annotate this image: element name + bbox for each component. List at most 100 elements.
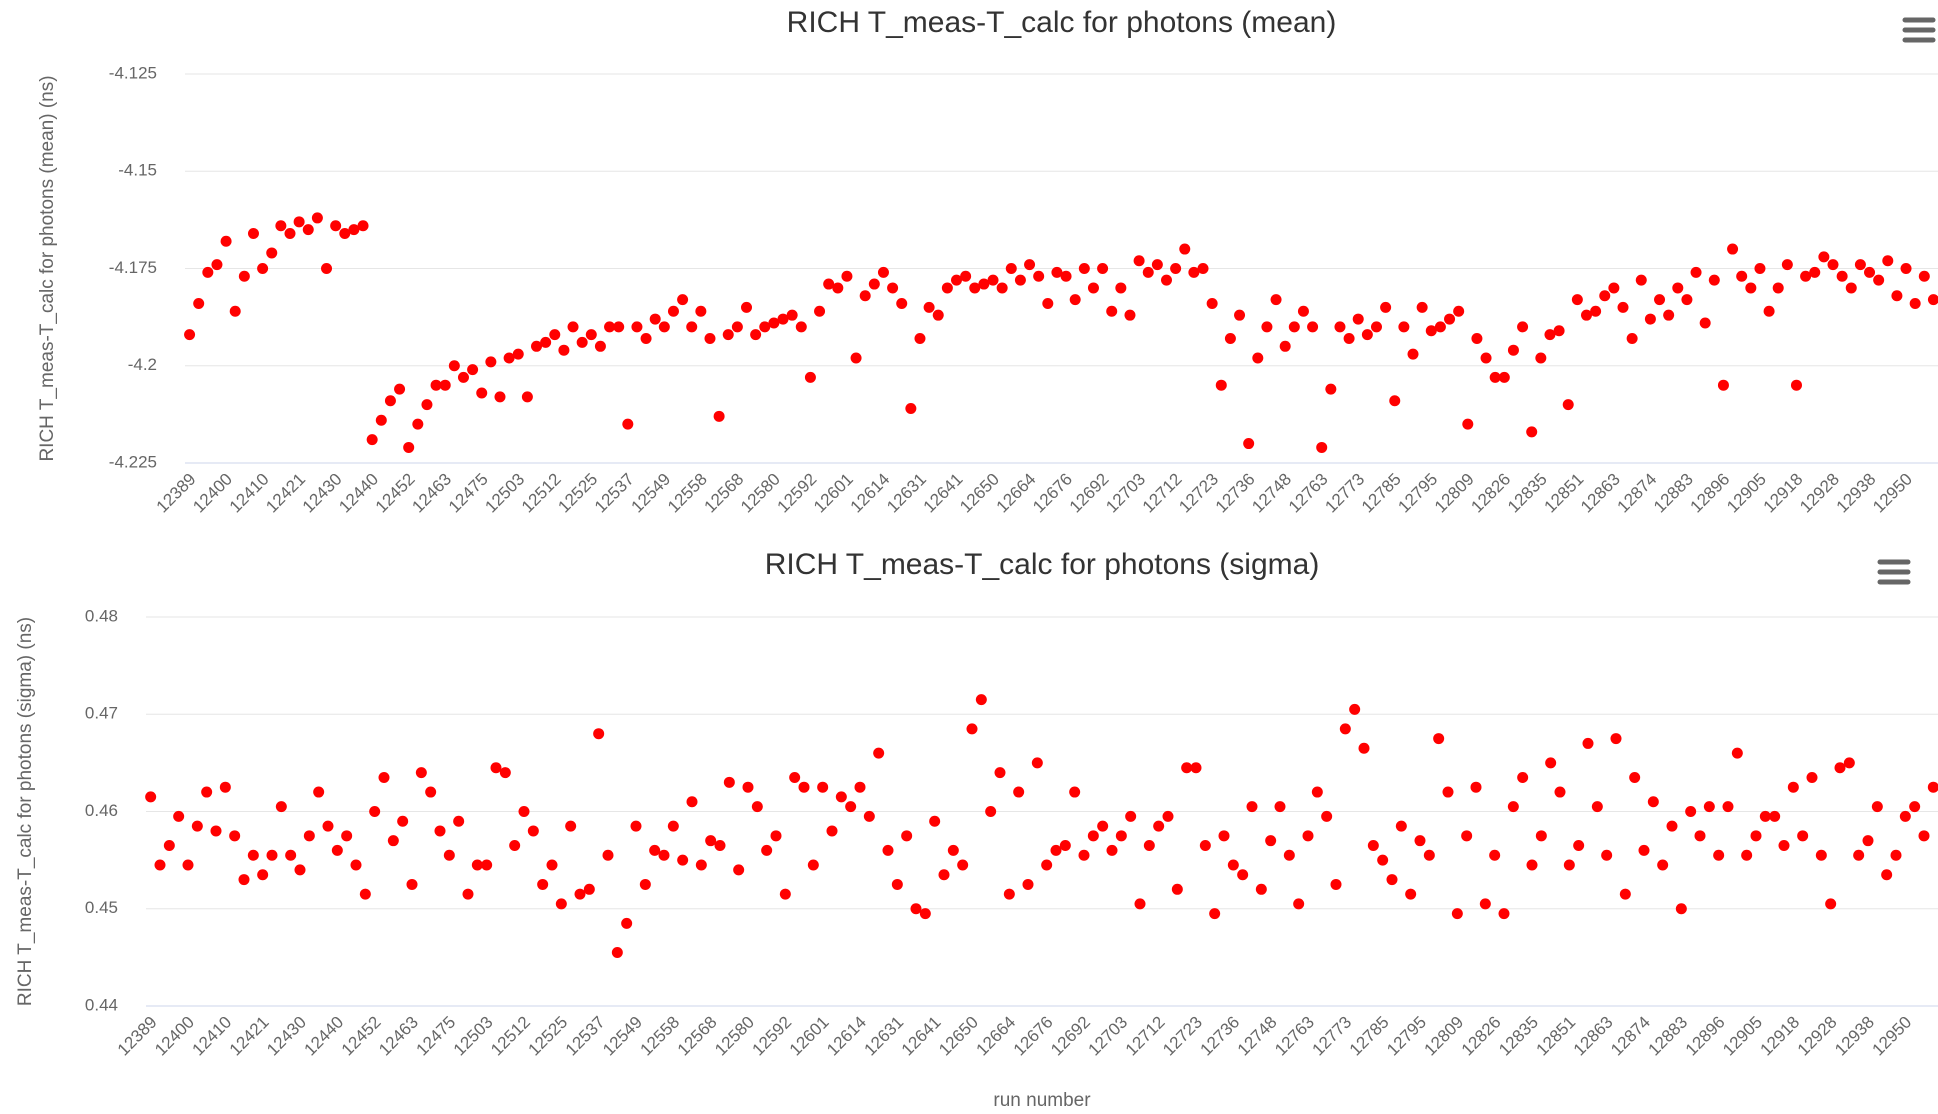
data-point	[1453, 305, 1465, 317]
data-point	[1051, 266, 1063, 278]
x-tick-label: 12614	[847, 470, 894, 517]
data-point	[1302, 830, 1314, 842]
data-point	[1479, 898, 1491, 910]
data-point	[406, 878, 418, 890]
data-point	[1590, 305, 1602, 317]
data-point	[1927, 294, 1938, 306]
data-point	[257, 869, 269, 881]
data-point	[1234, 309, 1246, 321]
data-point	[1864, 266, 1876, 278]
data-point	[1489, 849, 1501, 861]
x-tick-label: 12568	[674, 1013, 721, 1060]
data-point	[777, 313, 789, 325]
data-point	[369, 806, 381, 817]
data-point	[201, 786, 213, 798]
data-point	[1461, 830, 1473, 842]
x-tick-label: 12676	[1010, 1013, 1057, 1060]
data-point	[1041, 859, 1053, 871]
data-point	[941, 282, 953, 294]
data-point	[1617, 301, 1629, 313]
data-point	[722, 329, 734, 341]
data-point	[357, 220, 369, 232]
x-tick-label: 12592	[748, 1013, 795, 1060]
x-tick-label: 12525	[554, 470, 601, 517]
menu-button[interactable]	[1902, 17, 1936, 43]
x-tick-label: 12421	[262, 470, 309, 517]
data-point	[565, 820, 577, 832]
data-point	[817, 781, 829, 793]
x-tick-label: 12851	[1532, 1013, 1579, 1060]
data-point	[1060, 270, 1072, 282]
data-point	[313, 786, 325, 798]
data-point	[1781, 259, 1793, 271]
x-tick-label: 12440	[300, 1013, 347, 1060]
chart-title: RICH T_meas-T_calc for photons (sigma)	[765, 548, 1320, 581]
data-point	[1871, 801, 1883, 813]
data-point	[1619, 888, 1631, 900]
x-tick-label: 12410	[188, 1013, 235, 1060]
data-point	[154, 859, 166, 871]
data-point	[891, 878, 903, 890]
data-point	[229, 305, 241, 317]
data-point	[1078, 263, 1090, 274]
data-point	[1818, 251, 1830, 263]
x-tick-label: 12421	[226, 1013, 273, 1060]
data-point	[378, 771, 390, 783]
x-tick-label: 12938	[1831, 1013, 1878, 1060]
data-point	[1255, 883, 1267, 895]
data-point	[439, 379, 451, 391]
data-point	[509, 840, 521, 852]
data-point	[1097, 820, 1109, 832]
y-tick-label: -4.125	[109, 63, 157, 82]
data-point	[359, 888, 371, 900]
data-point	[613, 321, 625, 333]
data-point	[1526, 426, 1538, 438]
x-tick-label: 12736	[1196, 1013, 1243, 1060]
data-point	[841, 270, 853, 282]
data-point	[850, 352, 862, 364]
data-point	[1407, 348, 1419, 360]
data-point	[1843, 757, 1855, 769]
data-point	[1580, 309, 1592, 321]
data-point	[957, 859, 969, 871]
data-point	[1143, 840, 1155, 852]
data-point	[1050, 844, 1062, 856]
data-point	[1171, 883, 1183, 895]
data-point	[713, 410, 725, 422]
data-point	[322, 820, 334, 832]
data-point	[1190, 762, 1202, 774]
data-point	[1845, 282, 1857, 294]
data-point	[1629, 771, 1641, 783]
data-point	[604, 321, 616, 333]
data-point	[1405, 888, 1417, 900]
data-point	[877, 266, 889, 278]
data-point	[443, 849, 455, 861]
data-point	[845, 801, 857, 813]
x-tick-label: 12773	[1308, 1013, 1355, 1060]
data-point	[1087, 830, 1099, 842]
data-point	[220, 235, 232, 247]
x-tick-label: 12601	[786, 1013, 833, 1060]
x-tick-label: 12676	[1029, 470, 1076, 517]
data-point	[1573, 840, 1585, 852]
x-tick-label: 12549	[599, 1013, 646, 1060]
data-point	[546, 859, 558, 871]
data-point	[1444, 313, 1456, 325]
data-point	[770, 830, 782, 842]
data-point	[932, 309, 944, 321]
data-point	[1787, 781, 1799, 793]
menu-button[interactable]	[1877, 559, 1911, 585]
data-point	[742, 781, 754, 793]
data-point	[1425, 325, 1437, 337]
data-point	[1133, 255, 1145, 267]
x-tick-label: 12537	[562, 1013, 609, 1060]
data-point	[341, 830, 353, 842]
x-tick-label: 12712	[1122, 1013, 1169, 1060]
data-point	[751, 801, 763, 813]
data-point	[975, 694, 987, 706]
data-point	[622, 418, 634, 430]
x-tick-label: 12512	[518, 470, 565, 517]
data-point	[485, 356, 497, 368]
data-point	[1330, 878, 1342, 890]
